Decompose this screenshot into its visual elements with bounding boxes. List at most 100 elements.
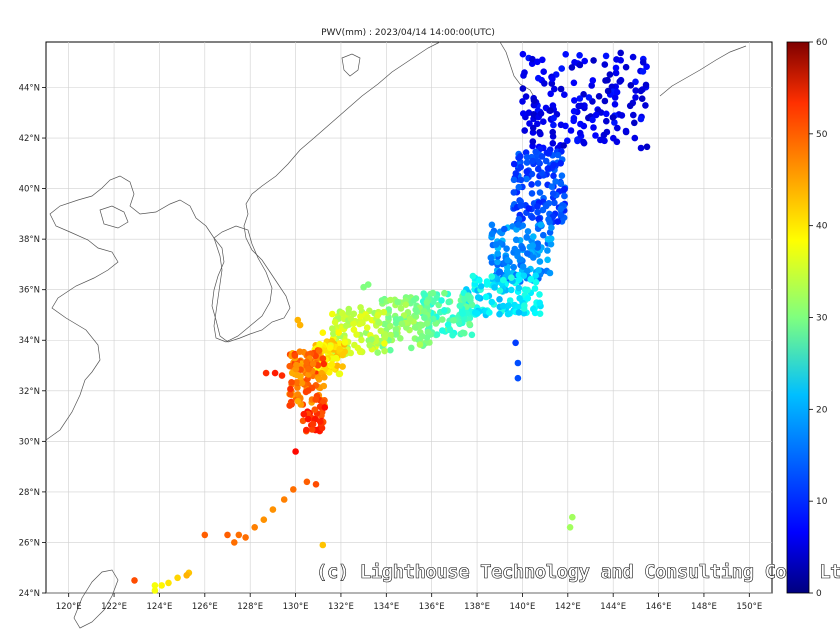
station-dot [558,65,565,72]
station-dot [546,269,554,277]
station-dot [524,250,531,257]
station-dot [532,278,540,286]
station-dot [544,247,551,254]
station-dot [570,114,578,122]
station-dot [590,57,597,64]
station-dot [316,340,323,348]
station-dot [503,245,510,252]
station-dot [529,242,536,249]
station-dot [496,287,504,295]
station-dot [358,336,365,344]
station-dot [548,80,556,87]
station-dot [381,340,388,347]
station-dot [224,531,231,539]
station-dot [329,325,336,332]
station-dot [534,120,541,128]
station-dot [537,130,544,138]
station-dot [589,116,596,124]
station-dot [528,181,535,188]
station-dot [514,359,522,367]
station-dot [441,289,448,297]
station-dot [260,516,268,523]
station-dot [300,410,308,418]
station-dot [510,263,517,271]
station-dot [547,107,554,114]
station-dot [548,183,556,190]
station-dot [286,402,294,409]
station-dot [293,361,300,369]
station-dot [510,160,518,168]
station-dot [532,148,539,156]
station-dot [603,110,610,118]
station-dot [501,225,508,233]
station-dot [487,254,495,261]
station-dot [319,329,327,337]
station-dot [319,355,327,362]
station-dot [550,121,557,129]
station-dot [516,295,523,302]
station-dot [467,294,474,302]
station-dot [321,404,329,411]
station-dot [570,79,578,87]
station-dot [540,231,547,239]
station-dot [387,322,394,330]
station-dot [566,524,574,531]
x-tick-label: 130°E [283,602,309,612]
station-dot [523,168,531,175]
station-dot [551,85,558,93]
station-dot [459,310,467,317]
station-dot [296,321,304,329]
x-tick-label: 136°E [419,602,445,612]
station-dot [597,136,604,144]
station-dot [529,138,537,145]
station-dot [537,110,545,117]
station-dot [561,192,568,200]
station-dot [534,203,541,210]
station-dot [392,326,400,333]
station-dot [613,88,621,96]
station-dot [514,221,522,228]
station-dot [342,322,350,330]
station-dot [519,245,526,252]
station-dot [534,180,542,187]
station-dot [318,424,326,432]
station-dot [629,53,637,61]
station-dot [548,224,555,231]
station-dot [524,267,531,275]
station-dot [571,59,578,66]
x-tick-label: 146°E [646,602,672,612]
station-dot [549,140,557,147]
station-dot [592,132,599,139]
station-dot [350,320,357,327]
station-dot [357,313,364,320]
station-dot [522,93,530,100]
station-dot [530,233,537,240]
station-dot [550,161,557,169]
station-dot [312,481,320,488]
station-dot [637,144,645,152]
station-dot [632,78,639,86]
station-dot [368,336,375,343]
station-dot [305,365,312,373]
station-dot [496,310,503,318]
station-dot [320,360,328,368]
station-dot [403,324,410,331]
station-dot [336,345,344,353]
station-dot [631,134,639,142]
station-dot [637,87,645,95]
y-tick-label: 26°N [19,538,40,548]
station-dot [515,309,523,316]
station-dot [642,81,650,89]
station-dot [299,417,307,425]
x-tick-label: 122°E [101,602,127,612]
station-dot [450,317,457,324]
station-dot [488,221,496,229]
station-dot [309,360,317,368]
station-dot [523,175,530,183]
station-dot [311,406,319,414]
station-dot [483,278,491,285]
station-dot [377,327,385,335]
station-dot [554,151,562,159]
station-dot [521,69,528,76]
